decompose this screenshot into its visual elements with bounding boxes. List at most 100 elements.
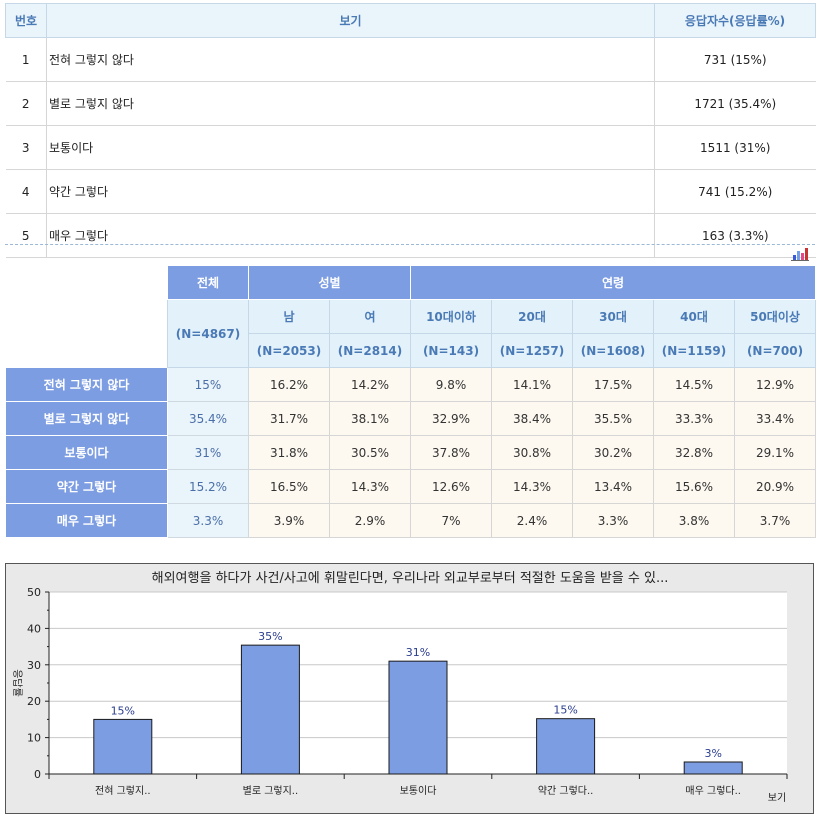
bar-data-label: 15% [111, 704, 135, 717]
cell-value: 3.7% [733, 503, 817, 538]
header-no: 번호 [5, 3, 47, 38]
bar-data-label: 31% [406, 646, 430, 659]
row-option: 전혀 그렇지 않다 [46, 37, 655, 82]
cell-value: 29.1% [733, 435, 817, 470]
y-tick-label: 30 [27, 659, 41, 672]
x-axis-label: 보기 [768, 792, 786, 804]
bar [388, 660, 448, 775]
bar-data-label: 15% [553, 704, 577, 717]
row-count: 1721 (35.4%) [654, 81, 816, 126]
header-gender: 성별 [248, 265, 411, 300]
row-option: 매우 그렇다 [46, 213, 655, 258]
row-label: 약간 그렇다 [5, 469, 168, 504]
row-count: 1511 (31%) [654, 125, 816, 170]
header-total: 전체 [167, 265, 249, 300]
bar-chart-icon[interactable] [791, 247, 809, 261]
response-table: 번호 보기 응답자수(응답률%) 1 전혀 그렇지 않다 731 (15%) 2… [5, 3, 816, 258]
cell-value: 37.8% [410, 435, 492, 470]
bar-data-label: 3% [704, 747, 721, 760]
cell-value: 14.3% [491, 469, 573, 504]
col-n: (N=2053) [248, 333, 330, 368]
row-option: 보통이다 [46, 125, 655, 170]
bar [536, 718, 596, 775]
cell-value: 17.5% [572, 367, 654, 402]
bar-data-label: 35% [258, 630, 282, 643]
col-n: (N=143) [410, 333, 492, 368]
row-option: 약간 그렇다 [46, 169, 655, 214]
col-n: (N=1159) [653, 333, 735, 368]
cell-value: 30.8% [491, 435, 573, 470]
table-row: 4 약간 그렇다 741 (15.2%) [5, 169, 816, 214]
row-no: 5 [5, 213, 47, 258]
cell-value: 16.5% [248, 469, 330, 504]
table-row: 1 전혀 그렇지 않다 731 (15%) [5, 37, 816, 82]
cell-value: 33.3% [653, 401, 735, 436]
col-n: (N=1257) [491, 333, 573, 368]
row-no: 2 [5, 81, 47, 126]
cell-value: 14.2% [329, 367, 411, 402]
cell-value: 15.6% [653, 469, 735, 504]
bar-chart-svg: 해외여행을 하다가 사건/사고에 휘말린다면, 우리나라 외교부로부터 적절한 … [11, 570, 788, 804]
col-label: 남 [248, 299, 330, 334]
row-no: 4 [5, 169, 47, 214]
cell-value: 30.5% [329, 435, 411, 470]
cell-value: 35.5% [572, 401, 654, 436]
cell-value: 38.4% [491, 401, 573, 436]
cell-value: 13.4% [572, 469, 654, 504]
x-tick-label: 보통이다 [400, 785, 437, 797]
col-n: (N=1608) [572, 333, 654, 368]
cell-value: 2.4% [491, 503, 573, 538]
cell-value: 38.1% [329, 401, 411, 436]
cell-value: 31.7% [248, 401, 330, 436]
y-tick-label: 40 [27, 622, 41, 635]
row-count: 741 (15.2%) [654, 169, 816, 214]
table-row: 5 매우 그렇다 163 (3.3%) [5, 213, 816, 258]
table-row: 전혀 그렇지 않다 15% 16.2% 14.2% 9.8% 14.1% 17.… [5, 367, 817, 402]
cell-value: 30.2% [572, 435, 654, 470]
cell-value: 3.3% [572, 503, 654, 538]
cell-value: 7% [410, 503, 492, 538]
row-no: 3 [5, 125, 47, 170]
row-total: 31% [167, 435, 249, 470]
chart-title: 해외여행을 하다가 사건/사고에 휘말린다면, 우리나라 외교부로부터 적절한 … [152, 570, 669, 586]
y-tick-label: 0 [34, 768, 41, 781]
row-label: 보통이다 [5, 435, 168, 470]
row-no: 1 [5, 37, 47, 82]
cell-value: 32.8% [653, 435, 735, 470]
table-row: 3 보통이다 1511 (31%) [5, 125, 816, 170]
cell-value: 2.9% [329, 503, 411, 538]
cell-value: 16.2% [248, 367, 330, 402]
col-label: 40대 [653, 299, 735, 334]
col-label: 여 [329, 299, 411, 334]
crosstab-corner [5, 265, 168, 368]
crosstab-table: 전체 성별 연령 (N=4867) 남 여 10대이하 20대 30대 40대 … [5, 265, 817, 538]
cell-value: 12.6% [410, 469, 492, 504]
cell-value: 31.8% [248, 435, 330, 470]
cell-value: 20.9% [733, 469, 817, 504]
x-tick-label: 별로 그렇지.. [243, 784, 299, 797]
table-row: 보통이다 31% 31.8% 30.5% 37.8% 30.8% 30.2% 3… [5, 435, 817, 470]
row-total: 15.2% [167, 469, 249, 504]
table-row: 2 별로 그렇지 않다 1721 (35.4%) [5, 81, 816, 126]
cell-value: 14.3% [329, 469, 411, 504]
bar [683, 761, 743, 775]
header-count: 응답자수(응답률%) [654, 3, 816, 38]
bar-chart: 해외여행을 하다가 사건/사고에 휘말린다면, 우리나라 외교부로부터 적절한 … [5, 563, 814, 814]
bar [93, 718, 153, 775]
y-tick-label: 10 [27, 732, 41, 745]
x-tick-label: 매우 그렇다.. [685, 784, 741, 797]
x-tick-label: 약간 그렇다.. [538, 784, 594, 797]
table-divider [5, 244, 815, 245]
header-option: 보기 [46, 3, 655, 38]
total-n: (N=4867) [167, 299, 249, 368]
col-label: 30대 [572, 299, 654, 334]
bar [240, 644, 300, 775]
y-tick-label: 20 [27, 695, 41, 708]
table-row: 약간 그렇다 15.2% 16.5% 14.3% 12.6% 14.3% 13.… [5, 469, 817, 504]
cell-value: 33.4% [733, 401, 817, 436]
row-label: 별로 그렇지 않다 [5, 401, 168, 436]
row-label: 매우 그렇다 [5, 503, 168, 538]
cell-value: 14.1% [491, 367, 573, 402]
cell-value: 14.5% [653, 367, 735, 402]
cell-value: 3.8% [653, 503, 735, 538]
